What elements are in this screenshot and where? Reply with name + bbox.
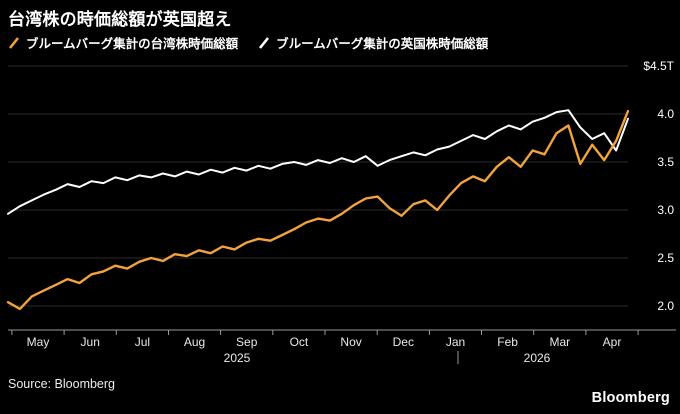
- svg-text:Dec: Dec: [393, 335, 414, 349]
- legend: ブルームバーグ集計の台湾株時価総額 ブルームバーグ集計の英国株時価総額: [8, 33, 488, 52]
- y-axis-labels: 2.0 2.5 3.0 3.5 4.0 $4.5T: [643, 59, 674, 313]
- svg-text:2.5: 2.5: [657, 251, 674, 265]
- chart-title: 台湾株の時価総額が英国超え: [8, 10, 232, 29]
- svg-text:4.0: 4.0: [657, 107, 674, 121]
- taiwan-series-line: [6, 109, 630, 311]
- svg-text:Oct: Oct: [290, 335, 309, 349]
- svg-text:$4.5T: $4.5T: [643, 59, 674, 73]
- svg-text:3.5: 3.5: [657, 155, 674, 169]
- legend-label-taiwan: ブルームバーグ集計の台湾株時価総額: [26, 37, 239, 51]
- svg-text:3.0: 3.0: [657, 203, 674, 217]
- svg-text:Nov: Nov: [340, 335, 361, 349]
- uk-series-line: [7, 109, 629, 215]
- taiwan-series-marker: [8, 36, 20, 49]
- svg-text:Feb: Feb: [497, 335, 518, 349]
- svg-text:Apr: Apr: [603, 335, 622, 349]
- legend-item-taiwan: ブルームバーグ集計の台湾株時価総額: [8, 33, 238, 52]
- uk-series-marker: [259, 36, 270, 49]
- svg-text:2025: 2025: [224, 351, 251, 365]
- source-note: Source: Bloomberg: [8, 377, 116, 391]
- svg-text:2026: 2026: [524, 351, 551, 365]
- legend-item-uk: ブルームバーグ集計の英国株時価総額: [258, 33, 488, 52]
- svg-text:Mar: Mar: [549, 335, 570, 349]
- x-axis: May Jun Jul Aug Sep Oct Nov Dec Jan Feb Mar Apr 2025…: [8, 329, 676, 365]
- svg-text:Jun: Jun: [81, 335, 100, 349]
- svg-text:Sep: Sep: [236, 335, 258, 349]
- bloomberg-logo: Bloomberg: [591, 390, 670, 406]
- legend-label-uk: ブルームバーグ集計の英国株時価総額: [276, 37, 489, 51]
- svg-text:Aug: Aug: [184, 335, 205, 349]
- svg-text:2.0: 2.0: [657, 299, 674, 313]
- svg-text:Jul: Jul: [135, 335, 150, 349]
- series-lines: [6, 109, 630, 311]
- gridlines: [8, 65, 628, 307]
- svg-text:Jan: Jan: [446, 335, 465, 349]
- svg-text:May: May: [27, 335, 50, 349]
